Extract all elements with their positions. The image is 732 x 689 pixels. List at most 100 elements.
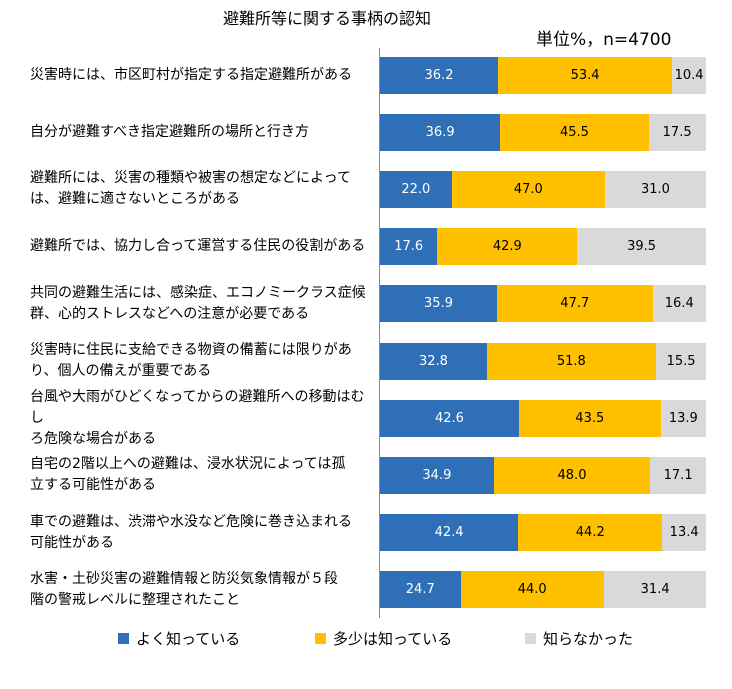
data-label: 44.0 — [517, 582, 547, 598]
category-label: 避難所には、災害の種類や被害の想定などによって は、避難に適さないところがある — [30, 167, 370, 211]
legend-swatch — [118, 633, 129, 644]
category-axis-line — [379, 48, 380, 618]
bar-segment: 17.6 — [380, 228, 438, 266]
bar-segment: 36.2 — [380, 56, 498, 94]
legend-label: 知らなかった — [543, 630, 634, 648]
category-label-line: 群、心的ストレスなどへの注意が必要である — [30, 305, 310, 322]
chart-title: 避難所等に関する事柄の認知 — [223, 9, 432, 28]
category-label: 自宅の2階以上への避難は、浸水状況によっては孤 立する可能性がある — [30, 453, 370, 497]
data-label: 17.1 — [663, 467, 693, 483]
category-label: 共同の避難生活には、感染症、エコノミークラス症候 群、心的ストレスなどへの注意が必… — [30, 282, 370, 326]
bar-segment: 36.9 — [380, 113, 501, 151]
bar-segment: 13.9 — [660, 399, 706, 437]
data-label: 10.4 — [674, 67, 704, 83]
data-label: 15.5 — [666, 353, 696, 369]
category-label-line: 自宅の2階以上への避難は、浸水状況によっては孤 — [30, 456, 346, 473]
bar-segment: 39.5 — [577, 228, 706, 266]
data-label: 22.0 — [401, 181, 431, 197]
category-label: 台風や大雨がひどくなってからの避難所への移動はむしろ危険な場合がある — [30, 389, 370, 447]
category-label: 避難所では、協力し合って運営する住民の役割がある — [30, 225, 370, 269]
legend: よく知っている 多少は知っている 知らなかった — [0, 628, 732, 652]
data-label: 42.6 — [434, 410, 464, 426]
bar-segment: 42.6 — [380, 399, 519, 437]
data-label: 13.4 — [669, 525, 699, 541]
data-label: 34.9 — [422, 467, 452, 483]
data-label: 47.0 — [513, 181, 543, 197]
data-label: 13.9 — [668, 410, 698, 426]
category-label-line: 可能性がある — [30, 534, 114, 551]
bar-segment: 24.7 — [380, 571, 461, 609]
legend-swatch — [315, 633, 326, 644]
category-label-line: り、個人の備えが重要である — [30, 363, 212, 379]
legend-label: 多少は知っている — [333, 630, 453, 648]
bar-segment: 34.9 — [380, 456, 494, 494]
data-label: 39.5 — [627, 239, 657, 255]
data-label: 51.8 — [556, 353, 586, 369]
category-label-line: ろ危険な場合がある — [30, 430, 156, 447]
bar-segment: 47.0 — [451, 170, 605, 208]
data-label: 16.4 — [664, 296, 694, 312]
data-label: 24.7 — [405, 582, 435, 598]
bar-segment: 53.4 — [498, 56, 673, 94]
category-label-line: 避難所には、災害の種類や被害の想定などによって — [30, 170, 351, 187]
data-label: 42.9 — [492, 239, 522, 255]
data-label: 17.6 — [394, 239, 424, 255]
data-label: 31.0 — [640, 181, 670, 197]
data-label: 48.0 — [557, 467, 587, 483]
bar-segment: 44.0 — [460, 571, 604, 609]
bar-segment: 44.2 — [518, 514, 663, 552]
category-label: 災害時に住民に支給できる物資の備蓄には限りがあ り、個人の備えが重要である — [30, 339, 370, 383]
data-label: 31.4 — [640, 582, 670, 598]
category-label-line: 台風や大雨がひどくなってからの避難所への移動はむし — [30, 388, 365, 426]
legend-swatch — [525, 633, 536, 644]
bar-segment: 32.8 — [380, 342, 487, 380]
bar-segment: 13.4 — [662, 514, 706, 552]
category-label-line: 車での避難は、渋滞や水没など危険に巻き込まれる — [30, 513, 352, 530]
category-label-line: は、避難に適さないところがある — [30, 191, 240, 208]
bar-segment: 10.4 — [672, 56, 706, 94]
bar-segment: 17.1 — [650, 456, 706, 494]
category-label: 水害・土砂災害の避難情報と防災気象情報が５段 階の警戒レベルに整理されたこと — [30, 568, 370, 612]
bar-segment: 51.8 — [486, 342, 656, 380]
data-label: 43.5 — [575, 410, 605, 426]
category-label-line: 避難所では、協力し合って運営する住民の役割がある — [30, 238, 366, 255]
category-label-line: 階の警戒レベルに整理されたこと — [30, 591, 240, 608]
legend-item: 多少は知っている — [315, 628, 452, 649]
bar-segment: 15.5 — [655, 342, 707, 380]
bar-segment: 42.4 — [380, 514, 519, 552]
data-label: 53.4 — [570, 67, 600, 83]
data-label: 36.9 — [425, 124, 455, 140]
category-label-line: 自分が避難すべき指定避難所の場所と行き方 — [30, 123, 310, 140]
category-label: 災害時には、市区町村が指定する指定避難所がある — [30, 53, 370, 97]
category-label-line: 災害時に住民に支給できる物資の備蓄には限りがあ — [30, 342, 352, 358]
category-label-line: 立する可能性がある — [30, 477, 156, 494]
category-label: 車での避難は、渋滞や水没など危険に巻き込まれる 可能性がある — [30, 511, 370, 555]
data-label: 32.8 — [418, 353, 448, 369]
data-label: 42.4 — [434, 525, 464, 541]
data-label: 35.9 — [424, 296, 453, 312]
data-label: 45.5 — [559, 124, 589, 140]
legend-item: 知らなかった — [525, 628, 633, 649]
bar-segment: 47.7 — [497, 285, 653, 323]
bar-segment: 16.4 — [652, 285, 706, 323]
data-label: 17.5 — [662, 124, 692, 140]
unit-note: 単位%，n=4700 — [536, 30, 672, 50]
bar-segment: 45.5 — [500, 113, 649, 151]
bar-segment: 43.5 — [518, 399, 661, 437]
data-label: 44.2 — [575, 525, 605, 541]
category-label-line: 水害・土砂災害の避難情報と防災気象情報が５段 — [30, 570, 338, 587]
data-label: 47.7 — [560, 296, 590, 312]
bar-segment: 42.9 — [437, 228, 578, 266]
bar-segment: 31.4 — [603, 571, 707, 609]
data-label: 36.2 — [424, 67, 454, 83]
category-label-line: 災害時には、市区町村が指定する指定避難所がある — [30, 66, 352, 83]
bar-segment: 35.9 — [380, 285, 498, 323]
category-label-line: 共同の避難生活には、感染症、エコノミークラス症候 — [30, 284, 366, 301]
bar-segment: 48.0 — [493, 456, 651, 494]
category-label: 自分が避難すべき指定避難所の場所と行き方 — [30, 110, 370, 154]
bar-segment: 17.5 — [648, 113, 706, 151]
bar-segment: 22.0 — [380, 170, 452, 208]
legend-item: よく知っている — [118, 628, 240, 649]
legend-label: よく知っている — [136, 630, 241, 648]
bar-segment: 31.0 — [604, 170, 706, 208]
